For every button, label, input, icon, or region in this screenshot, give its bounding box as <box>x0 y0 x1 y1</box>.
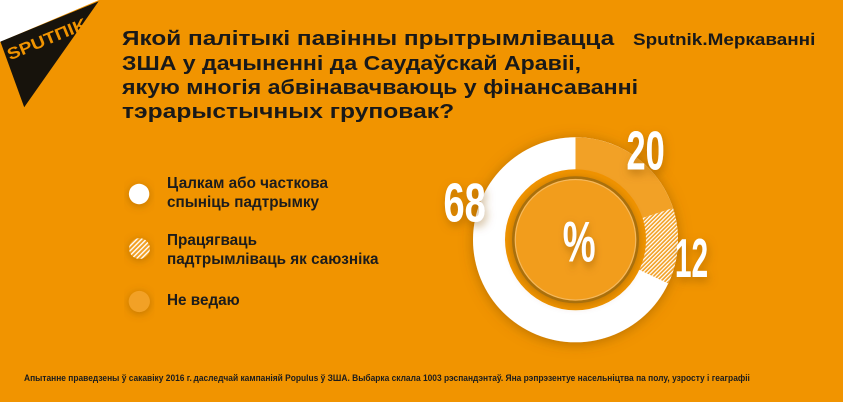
svg-text:12: 12 <box>675 229 708 290</box>
svg-text:68: 68 <box>443 172 485 234</box>
svg-text:%: % <box>563 210 596 274</box>
svg-text:20: 20 <box>627 120 665 181</box>
